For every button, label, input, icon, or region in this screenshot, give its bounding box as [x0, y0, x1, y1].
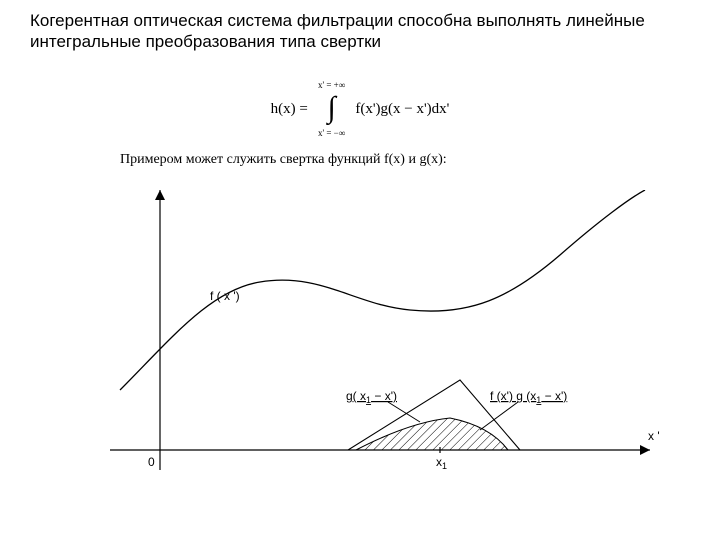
example-caption: Примером может служить свертка функций f… [120, 152, 447, 168]
product-label: f (x') g (x1 − x') [490, 389, 567, 405]
g-curve-pointer [388, 402, 420, 422]
slide-root: Когерентная оптическая система фильтраци… [0, 0, 720, 540]
origin-label: 0 [148, 455, 155, 469]
f-curve-label: f ( x ') [210, 289, 240, 303]
plot-svg: 0 x ' x1 f ( x ') g( x1 − x') f (x') g (… [90, 190, 670, 490]
convolution-plot: 0 x ' x1 f ( x ') g( x1 − x') f (x') g (… [90, 190, 670, 490]
x-axis-label: x ' [648, 429, 660, 443]
formula-lhs: h(x) = [271, 101, 308, 118]
x1-label: x1 [436, 455, 447, 471]
convolution-formula: h(x) = x' = +∞ ∫ x' = −∞ f(x')g(x − x')d… [0, 86, 720, 132]
x-axis-arrow-icon [640, 445, 650, 455]
slide-title: Когерентная оптическая система фильтраци… [30, 10, 690, 53]
formula-upper-bound: x' = +∞ [312, 80, 352, 90]
f-curve [120, 190, 645, 390]
formula-integrand: f(x')g(x − x')dx' [355, 101, 449, 118]
y-axis-arrow-icon [155, 190, 165, 200]
formula-integral: x' = +∞ ∫ x' = −∞ [312, 86, 352, 132]
product-region [356, 418, 508, 450]
integral-symbol-icon: ∫ [312, 90, 352, 126]
formula-lower-bound: x' = −∞ [312, 128, 352, 138]
